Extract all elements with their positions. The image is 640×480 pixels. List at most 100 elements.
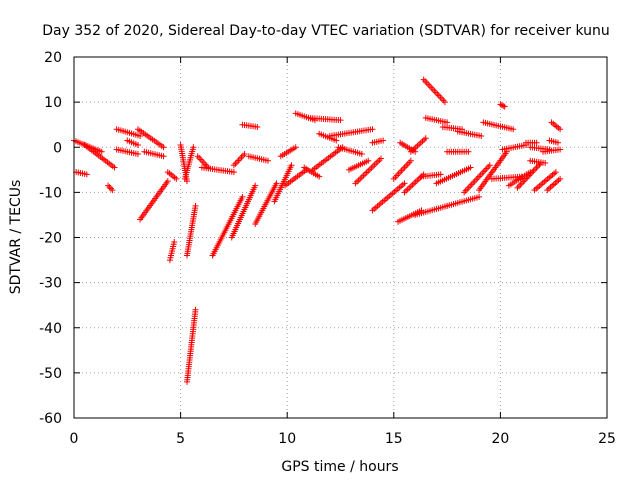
x-tick-label: 20 [491, 431, 509, 447]
data-arc [444, 148, 472, 155]
data-point [358, 174, 365, 181]
data-arc [141, 148, 167, 160]
data-arc [499, 141, 529, 153]
data-point [365, 157, 372, 164]
data-point [401, 189, 408, 196]
x-tick-label: 25 [598, 431, 616, 447]
data-point [357, 175, 364, 182]
data-arc [422, 114, 451, 126]
data-point [374, 158, 381, 165]
data-arc [124, 137, 141, 148]
data-arc [183, 202, 199, 259]
data-arc [548, 119, 564, 133]
plot-frame [73, 56, 608, 419]
data-point [370, 163, 377, 170]
data-point [437, 171, 444, 178]
data-point [368, 164, 375, 171]
data-point [476, 193, 483, 200]
data-point [444, 119, 451, 126]
data-point [473, 176, 480, 183]
data-point [366, 166, 373, 173]
y-tick-label: -30 [39, 276, 62, 292]
data-arc [433, 164, 474, 187]
data-point [470, 179, 477, 186]
data-point [441, 99, 448, 106]
data-point [545, 185, 552, 192]
data-arc [488, 173, 525, 182]
data-point [417, 174, 424, 181]
data-arc [134, 126, 167, 151]
data-point [373, 160, 380, 167]
data-arc [395, 207, 425, 225]
data-point [401, 180, 408, 187]
data-point [354, 178, 361, 185]
grid [74, 57, 607, 418]
data-point [239, 193, 246, 200]
data-point [192, 306, 199, 313]
y-tick-label: -10 [39, 185, 62, 201]
data-point [362, 171, 369, 178]
y-tick-label: 10 [44, 95, 62, 111]
data-point [109, 187, 116, 194]
data-point [360, 172, 367, 179]
data-point [544, 187, 551, 194]
data-arc [164, 169, 180, 182]
data-point [486, 162, 493, 169]
data-point [462, 187, 469, 194]
data-point [478, 132, 485, 139]
data-point [337, 117, 344, 124]
data-arc [137, 178, 171, 223]
data-point [479, 170, 486, 177]
data-arc [369, 180, 408, 214]
axis-ticks [73, 56, 608, 419]
data-arc [546, 137, 561, 146]
data-point [160, 153, 167, 160]
data-point [467, 164, 474, 171]
data-arc [401, 171, 427, 196]
data-arc [228, 182, 259, 241]
data-point [517, 181, 524, 188]
data-point [532, 166, 539, 173]
data-point [501, 103, 508, 110]
data-point [549, 182, 556, 189]
data-point [407, 157, 414, 164]
data-point [380, 137, 387, 144]
data-arc [352, 155, 385, 187]
data-arc [181, 144, 197, 182]
data-point [482, 167, 489, 174]
data-point [552, 180, 559, 187]
y-tick-label: -20 [39, 231, 62, 247]
y-tick-label: -60 [39, 411, 62, 427]
data-point [288, 162, 295, 169]
data-point [252, 182, 259, 189]
data-point [164, 178, 171, 185]
data-point [468, 181, 475, 188]
data-point [557, 175, 564, 182]
data-point [422, 135, 429, 142]
data-arc [480, 119, 517, 133]
data-point [483, 165, 490, 172]
data-point [552, 169, 559, 176]
data-point [316, 173, 323, 180]
x-tick-label: 5 [176, 431, 185, 447]
y-tick-labels: -60 -50 -40 -30 -20 -10 0 10 20 [39, 50, 62, 427]
data-point [254, 123, 261, 130]
data-arc [476, 148, 510, 194]
x-tick-label: 0 [70, 431, 79, 447]
data-point [107, 185, 114, 192]
data-point [533, 164, 540, 171]
data-point [378, 155, 385, 162]
data-arc [407, 135, 429, 155]
data-point [514, 184, 521, 191]
data-point [476, 173, 483, 180]
data-arc [497, 101, 508, 110]
data-point [500, 102, 507, 109]
data-point [534, 163, 541, 170]
data-arc [397, 139, 419, 155]
data-point [160, 144, 167, 151]
chart-title: Day 352 of 2020, Sidereal Day-to-day VTE… [42, 23, 610, 39]
data-point [461, 189, 468, 196]
data-arc [305, 114, 344, 124]
data-arc [113, 126, 144, 139]
data-arc [292, 110, 318, 124]
